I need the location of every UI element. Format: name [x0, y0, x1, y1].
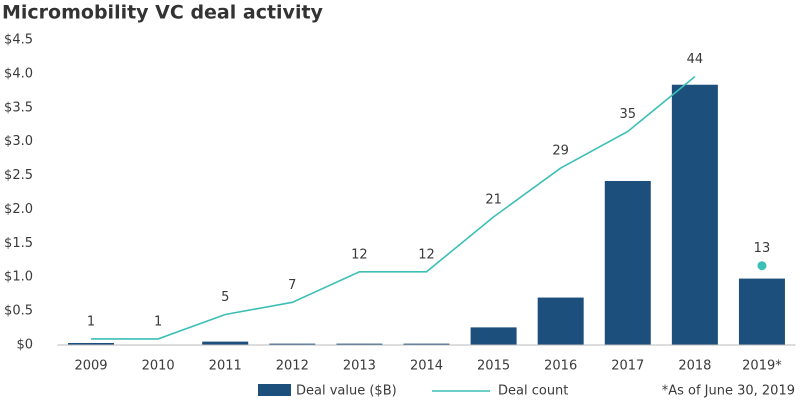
footnote: *As of June 30, 2019 — [662, 384, 795, 399]
x-tick-label: 2009 — [74, 359, 107, 374]
bar — [336, 343, 383, 345]
bar — [604, 180, 651, 345]
y-tick-label: $4.5 — [4, 33, 33, 48]
y-tick-label: $3.5 — [4, 100, 33, 115]
data-label: 29 — [552, 144, 569, 159]
y-tick-label: $0.5 — [4, 304, 33, 319]
bar — [269, 343, 316, 345]
x-tick-label: 2010 — [142, 359, 175, 374]
data-label: 5 — [221, 290, 229, 305]
y-tick-label: $1.0 — [4, 270, 33, 285]
data-label: 21 — [485, 192, 502, 207]
y-tick-label: $0 — [16, 338, 33, 353]
y-tick-label: $4.0 — [4, 66, 33, 81]
bar — [68, 342, 115, 345]
x-tick-label: 2011 — [209, 359, 242, 374]
data-label: 1 — [154, 314, 162, 329]
bar — [738, 278, 785, 345]
data-label: 35 — [619, 107, 636, 122]
y-tick-label: $3.0 — [4, 134, 33, 149]
x-tick-label: 2012 — [276, 359, 309, 374]
bar — [537, 297, 584, 345]
legend-label: Deal count — [498, 384, 568, 399]
bar — [403, 343, 450, 345]
x-tick-label: 2013 — [343, 359, 376, 374]
x-tick-label: 2015 — [477, 359, 510, 374]
legend-label: Deal value ($B) — [296, 384, 397, 399]
data-label: 7 — [288, 278, 296, 293]
data-label: 12 — [418, 247, 435, 262]
x-tick-label: 2018 — [678, 359, 711, 374]
bar — [470, 327, 517, 345]
legend-swatch — [258, 384, 291, 396]
bar — [671, 84, 718, 345]
data-label: 13 — [754, 241, 771, 256]
line-point — [757, 261, 767, 271]
chart-title: Micromobility VC deal activity — [2, 2, 324, 24]
data-label: 44 — [687, 52, 704, 67]
data-label: 1 — [87, 314, 95, 329]
x-tick-label: 2017 — [611, 359, 644, 374]
y-tick-label: $2.5 — [4, 168, 33, 183]
x-tick-label: 2019* — [742, 359, 782, 374]
y-tick-label: $2.0 — [4, 202, 33, 217]
line — [91, 75, 696, 340]
bar — [202, 341, 249, 345]
data-label: 12 — [351, 247, 368, 262]
y-tick-label: $1.5 — [4, 236, 33, 251]
x-tick-label: 2014 — [410, 359, 443, 374]
x-tick-label: 2016 — [544, 359, 577, 374]
